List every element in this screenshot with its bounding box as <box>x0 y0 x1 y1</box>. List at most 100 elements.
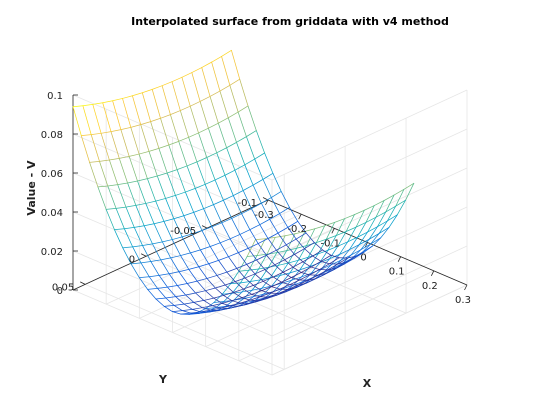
surface-mesh-line <box>246 263 256 275</box>
surface-mesh-line <box>312 268 322 278</box>
surface-mesh-line <box>142 243 153 246</box>
surface-mesh-line <box>189 105 199 134</box>
surface-mesh-line <box>97 186 107 210</box>
surface-mesh-line <box>137 180 147 204</box>
surface-mesh-line <box>148 151 158 177</box>
surface-mesh-line <box>223 292 233 302</box>
surface-mesh-line <box>231 218 241 235</box>
surface-mesh-line <box>201 307 211 311</box>
surface-mesh-line <box>270 191 282 198</box>
surface-mesh-line <box>241 208 252 215</box>
surface-mesh-line <box>295 232 307 240</box>
surface-mesh-line <box>290 277 300 281</box>
surface-mesh-line <box>191 307 203 310</box>
surface-mesh-line <box>367 226 378 233</box>
surface-mesh-line <box>224 281 236 286</box>
surface-mesh-line <box>198 127 209 134</box>
surface-mesh-line <box>266 249 277 256</box>
surface-mesh-line <box>347 226 357 243</box>
surface-mesh-line <box>295 238 305 250</box>
surface-mesh-line <box>210 307 221 311</box>
surface-mesh-line <box>229 234 241 240</box>
surface-mesh-line <box>289 279 300 286</box>
surface-mesh-line <box>259 224 269 239</box>
surface-mesh-line <box>345 255 357 263</box>
surface-mesh-line <box>102 100 113 104</box>
surface-mesh-line <box>168 140 180 146</box>
surface-mesh-line <box>205 287 216 292</box>
surface-mesh-line <box>386 214 398 222</box>
surface-mesh-line <box>367 216 377 233</box>
surface-mesh-line <box>287 220 299 228</box>
surface-mesh-line <box>258 253 268 270</box>
grid-line <box>271 89 468 181</box>
surface-mesh-line <box>211 305 221 309</box>
surface-mesh-line <box>161 85 171 115</box>
surface-mesh-line <box>191 230 203 235</box>
surface-mesh-line <box>196 280 206 292</box>
surface-mesh-line <box>282 271 292 278</box>
surface-mesh-line <box>317 273 327 276</box>
surface-mesh-line <box>337 261 347 265</box>
surface-mesh-line <box>292 261 304 268</box>
surface-mesh-line <box>395 188 405 207</box>
surface-mesh-line <box>165 296 177 299</box>
surface-mesh-line <box>223 295 233 302</box>
surface-mesh-line <box>171 76 183 83</box>
surface-mesh-line <box>185 294 195 303</box>
surface-mesh-line <box>122 98 132 128</box>
surface-mesh-line <box>266 237 276 255</box>
surface-mesh-line <box>175 195 185 217</box>
surface-mesh-line <box>109 159 119 186</box>
surface-mesh-line <box>267 232 279 239</box>
surface-mesh-line <box>309 269 320 276</box>
surface-mesh-line <box>269 218 279 234</box>
surface-mesh-line <box>127 182 137 206</box>
surface-mesh-line <box>375 211 387 218</box>
surface-mesh-line <box>233 288 244 293</box>
surface-mesh-line <box>358 238 370 246</box>
surface-mesh-line <box>173 303 185 306</box>
surface-mesh-line <box>211 61 221 92</box>
surface-mesh-line <box>279 284 291 290</box>
surface-mesh-line <box>268 252 278 268</box>
surface-mesh-line <box>186 161 198 167</box>
surface-mesh-line <box>109 158 120 161</box>
surface-mesh-line <box>133 227 143 246</box>
chart-axes <box>72 94 468 291</box>
surface-mesh-line <box>322 249 332 256</box>
surface-mesh-line <box>190 252 200 268</box>
y-tick-mark <box>140 253 147 257</box>
surface-mesh-line <box>262 276 274 282</box>
surface-mesh-line <box>211 222 223 228</box>
surface-mesh-line <box>128 153 140 157</box>
surface-mesh-line <box>296 245 307 249</box>
surface-mesh-line <box>241 293 253 299</box>
surface-mesh-line <box>185 292 196 296</box>
surface-mesh-line <box>158 144 170 149</box>
x-tick-mark <box>464 284 468 291</box>
surface-mesh-line <box>163 218 175 222</box>
surface-mesh-line <box>115 208 125 230</box>
surface-mesh-line <box>305 232 315 243</box>
surface-mesh-line <box>148 275 160 278</box>
x-tick-mark <box>265 199 269 206</box>
surface-mesh-line <box>300 266 312 273</box>
surface-mesh-line <box>355 209 365 228</box>
surface-mesh-line <box>282 266 294 273</box>
surface-mesh-line <box>80 134 92 136</box>
surface-mesh-line <box>223 195 234 201</box>
surface-mesh-line <box>246 136 256 160</box>
surface-mesh-line <box>289 207 299 222</box>
surface-mesh-line <box>388 214 398 228</box>
surface-mesh-line <box>231 297 243 302</box>
surface-mesh-line <box>218 256 229 261</box>
surface-mesh-line <box>211 56 222 63</box>
surface-mesh-line <box>209 242 221 247</box>
surface-mesh-line <box>380 227 390 239</box>
surface-mesh-line <box>105 208 115 231</box>
surface-mesh-line <box>272 172 282 192</box>
surface-mesh-line <box>287 284 299 290</box>
surface-mesh-line <box>176 169 186 193</box>
surface-mesh-line <box>264 264 276 270</box>
